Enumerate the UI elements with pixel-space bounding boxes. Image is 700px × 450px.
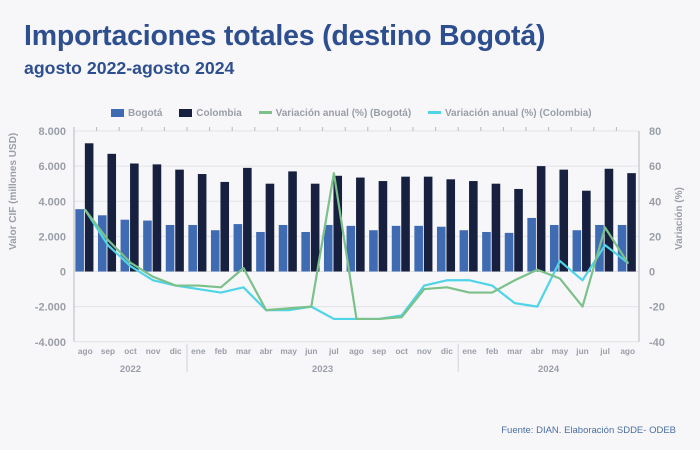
svg-text:0: 0 [60, 267, 66, 279]
svg-text:40: 40 [649, 196, 661, 208]
svg-text:8.000: 8.000 [38, 126, 66, 138]
svg-text:ago: ago [620, 346, 635, 356]
svg-text:jul: jul [328, 346, 339, 356]
svg-text:-4.000: -4.000 [35, 337, 66, 349]
svg-text:ago: ago [78, 346, 93, 356]
svg-text:-20: -20 [649, 302, 665, 314]
svg-text:20: 20 [649, 231, 661, 243]
svg-text:-2.000: -2.000 [35, 302, 66, 314]
svg-text:nov: nov [146, 346, 161, 356]
svg-text:6.000: 6.000 [38, 161, 66, 173]
svg-text:oct: oct [395, 346, 408, 356]
svg-text:abr: abr [531, 346, 545, 356]
svg-text:feb: feb [486, 346, 498, 356]
svg-text:-40: -40 [649, 337, 665, 349]
svg-text:60: 60 [649, 161, 661, 173]
svg-text:2023: 2023 [312, 364, 333, 375]
svg-text:jun: jun [575, 346, 588, 356]
svg-text:2.000: 2.000 [38, 231, 66, 243]
svg-text:ago: ago [349, 346, 364, 356]
svg-text:sep: sep [372, 346, 386, 356]
svg-text:may: may [552, 346, 569, 356]
svg-text:abr: abr [260, 346, 274, 356]
svg-text:4.000: 4.000 [38, 196, 66, 208]
svg-text:80: 80 [649, 126, 661, 138]
svg-text:ene: ene [462, 346, 477, 356]
svg-text:2022: 2022 [120, 364, 141, 375]
svg-text:nov: nov [417, 346, 432, 356]
svg-text:may: may [280, 346, 297, 356]
svg-text:mar: mar [236, 346, 252, 356]
svg-text:dic: dic [170, 346, 182, 356]
svg-text:oct: oct [124, 346, 137, 356]
svg-text:dic: dic [441, 346, 453, 356]
svg-text:jun: jun [304, 346, 317, 356]
svg-text:jul: jul [599, 346, 610, 356]
svg-text:mar: mar [507, 346, 523, 356]
svg-text:feb: feb [215, 346, 227, 356]
svg-text:sep: sep [101, 346, 115, 356]
svg-text:2024: 2024 [538, 364, 560, 375]
svg-text:ene: ene [191, 346, 206, 356]
svg-text:0: 0 [649, 267, 655, 279]
